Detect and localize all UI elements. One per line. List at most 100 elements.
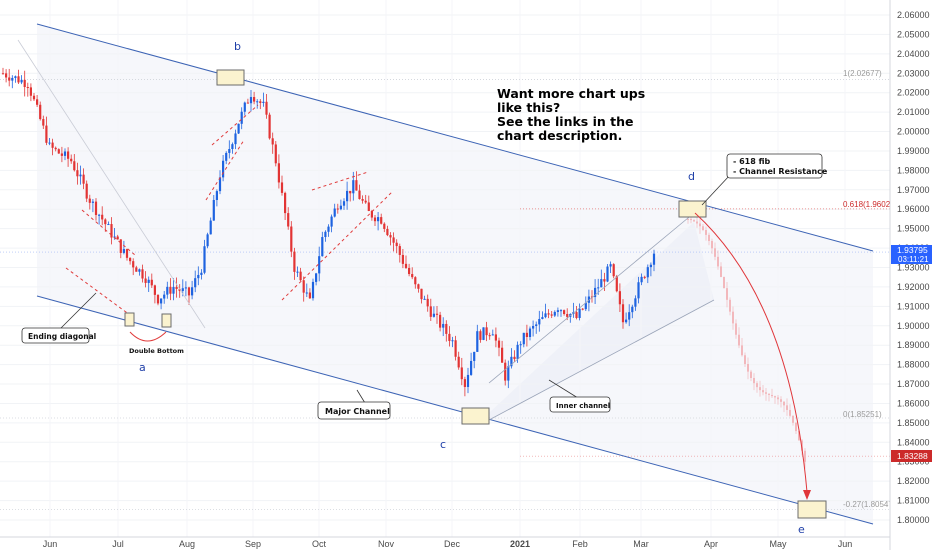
candle-body — [640, 276, 643, 283]
candle-body — [342, 201, 346, 206]
candle-body — [67, 151, 70, 159]
candle-body — [299, 271, 302, 281]
candle-body — [550, 314, 553, 316]
resistance-label-line2: - Channel Resistance — [733, 167, 828, 176]
candle-body — [293, 251, 296, 272]
candle-body — [404, 263, 408, 268]
candle-body — [73, 161, 76, 171]
proj-body — [717, 256, 719, 267]
y-tick-label: 2.04000 — [897, 49, 930, 59]
candle-body — [125, 249, 129, 258]
proj-body — [699, 223, 701, 227]
candle-body — [349, 190, 352, 194]
proj-body — [783, 401, 785, 406]
candle-body — [296, 271, 299, 273]
candle-body — [615, 276, 618, 292]
ending-diagonal-label: Ending diagonal — [28, 332, 96, 341]
proj-body — [687, 218, 689, 220]
candle-body — [634, 298, 637, 307]
proj-body — [759, 387, 761, 391]
x-tick-label: Oct — [312, 539, 327, 549]
candle-body — [476, 331, 479, 352]
candle-body — [315, 273, 318, 282]
candle-body — [104, 219, 107, 225]
x-tick-labels: Jun Jul Aug Sep Oct Nov Dec 2021 Feb Mar Apr May Jun — [43, 539, 853, 549]
proj-body — [696, 221, 698, 224]
candle-body — [361, 199, 364, 201]
inner-channel-lower[interactable] — [488, 299, 715, 421]
x-tick-label: Jun — [838, 539, 853, 549]
major-channel-fill — [37, 24, 873, 524]
candle-body — [618, 291, 621, 305]
candle-body — [253, 97, 256, 102]
candle-body — [45, 125, 48, 143]
candle-body — [646, 267, 649, 278]
inner-channel-upper[interactable] — [488, 212, 695, 384]
x-tick-label: Dec — [444, 539, 461, 549]
price-axis[interactable] — [890, 0, 932, 550]
major-channel-upper[interactable] — [36, 23, 874, 252]
candle-body — [287, 213, 290, 227]
candle-body — [280, 182, 284, 193]
proj-body — [705, 230, 707, 235]
candle-body — [321, 237, 324, 257]
alt-price-badge — [891, 450, 932, 462]
candle-body — [488, 335, 491, 337]
candle-body — [169, 286, 172, 294]
candlestick-series — [1, 67, 656, 397]
proj-body — [804, 450, 806, 462]
candle-body — [423, 298, 426, 300]
proj-body — [735, 323, 737, 335]
y-tick-label: 1.85000 — [897, 418, 930, 428]
projection-arrow-head — [803, 490, 811, 500]
candle-body — [637, 282, 640, 299]
candle-body — [513, 356, 516, 360]
current-price-value: 1.93795 — [897, 245, 928, 255]
candle-body — [246, 102, 249, 104]
candle-body — [491, 334, 494, 336]
y-tick-label: 1.90000 — [897, 321, 930, 331]
y-tick-label: 1.92000 — [897, 282, 930, 292]
candle-body — [528, 328, 532, 337]
candle-body — [311, 281, 315, 299]
candle-body — [184, 287, 187, 289]
candle-body — [150, 279, 153, 286]
candle-body — [135, 267, 138, 272]
candle-body — [274, 144, 277, 164]
y-tick-label: 2.03000 — [897, 68, 930, 78]
candle-body — [364, 200, 367, 203]
candle-body — [178, 288, 181, 292]
proj-body — [789, 409, 791, 416]
proj-body — [756, 383, 758, 388]
candle-body — [29, 87, 32, 96]
y-tick-label: 1.88000 — [897, 360, 930, 370]
major-channel-lower[interactable] — [36, 295, 874, 525]
candle-body — [516, 344, 519, 360]
candle-body — [284, 192, 287, 214]
callouts — [21, 153, 823, 420]
x-tick-label: Apr — [704, 539, 718, 549]
proj-body — [780, 399, 782, 402]
major-channel-label: Major Channel — [325, 407, 390, 416]
candle-body — [507, 366, 510, 381]
candle-body — [63, 151, 67, 156]
candle-body — [200, 272, 203, 275]
proj-body — [744, 355, 746, 365]
candle-body — [367, 202, 370, 211]
x-tick-label: Sep — [245, 539, 261, 549]
resistance-label-line1: - 618 fib — [733, 157, 771, 166]
candle-body — [26, 87, 29, 89]
candle-body — [54, 147, 57, 150]
candle-body — [14, 76, 17, 78]
trend-line-a[interactable] — [17, 39, 206, 329]
x-tick-label: Feb — [572, 539, 588, 549]
candle-body — [522, 332, 525, 345]
candle-body — [163, 294, 166, 299]
candle-body — [330, 216, 333, 227]
proj-body — [768, 393, 770, 395]
candle-body — [417, 284, 420, 289]
x-tick-label: 2021 — [510, 539, 530, 549]
candle-body — [504, 362, 507, 381]
candle-body — [11, 77, 14, 81]
